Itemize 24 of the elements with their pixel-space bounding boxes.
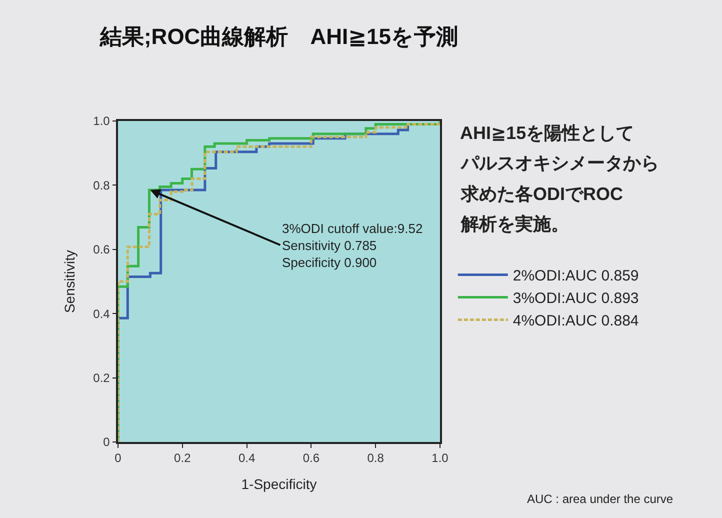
text: AHI≧15を陽性として <box>460 123 634 143</box>
x-tick-label: 0.4 <box>238 451 256 466</box>
text: 解析を実施。 <box>460 214 569 234</box>
y-axis-title: Sensitivity <box>61 250 78 314</box>
text: パルスオキシメータから <box>460 153 659 173</box>
y-tick-label: 0.4 <box>93 306 110 321</box>
y-tick-label: 0 <box>103 435 110 450</box>
chart-title: 結果;ROC曲線解析 AHI≧15を予測 <box>98 24 458 49</box>
legend-label: 2%ODI:AUC 0.859 <box>512 268 639 285</box>
y-tick-label: 1.0 <box>93 114 110 128</box>
x-tick-label: 0.2 <box>174 451 192 466</box>
x-axis-title: 1-Specificity <box>241 476 317 492</box>
x-tick-label: 0.6 <box>302 451 320 466</box>
text: 求めた各ODIでROC <box>460 184 623 204</box>
legend-label: 4%ODI:AUC 0.884 <box>512 312 639 330</box>
x-tick-label: 1.0 <box>432 451 449 466</box>
x-tick-label: 0.8 <box>367 451 384 466</box>
legend-label: 3%ODI:AUC 0.893 <box>512 290 639 308</box>
annotation: 3%ODI cutoff value:9.52 Sensitivity 0.785 Specificity 0.900 <box>282 221 423 270</box>
y-tick-label: 0.6 <box>93 242 110 257</box>
text: AUC : area under the curve <box>527 492 674 506</box>
x-tick-label: 0 <box>114 451 122 466</box>
y-tick-label: 0.8 <box>93 178 110 192</box>
y-tick-label: 0.2 <box>93 371 110 385</box>
